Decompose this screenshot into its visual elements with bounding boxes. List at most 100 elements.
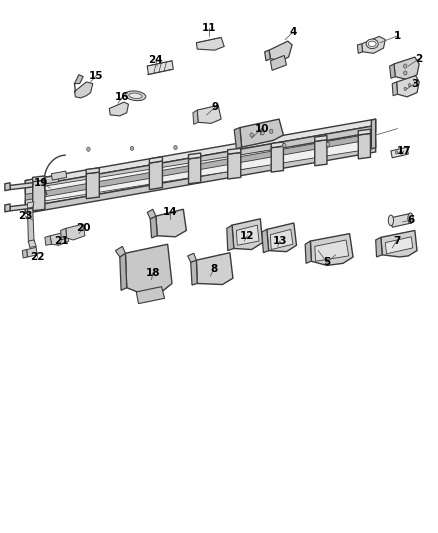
Polygon shape [10,183,33,190]
Polygon shape [271,146,283,172]
Polygon shape [396,76,419,97]
Polygon shape [390,64,395,78]
Polygon shape [391,147,408,158]
Text: 12: 12 [240,231,254,241]
Text: 21: 21 [54,236,69,246]
Polygon shape [5,204,10,212]
Text: 22: 22 [30,252,44,262]
Polygon shape [240,119,283,147]
Circle shape [403,71,407,75]
Polygon shape [33,134,371,203]
Circle shape [395,151,398,154]
Polygon shape [22,249,28,258]
Polygon shape [187,253,196,262]
Text: 20: 20 [76,223,91,233]
Polygon shape [147,209,156,219]
Polygon shape [237,225,259,245]
Text: 1: 1 [394,31,401,41]
Polygon shape [193,110,198,124]
Polygon shape [358,129,371,135]
Circle shape [404,87,406,91]
Ellipse shape [125,91,146,101]
Text: 5: 5 [323,257,331,267]
Polygon shape [385,237,413,254]
Text: 2: 2 [416,54,423,63]
Text: 6: 6 [408,215,415,225]
Polygon shape [86,172,99,199]
Polygon shape [28,240,36,247]
Text: 4: 4 [290,27,297,37]
Polygon shape [381,230,417,257]
Polygon shape [74,82,93,98]
Text: 3: 3 [411,78,418,88]
Ellipse shape [368,41,376,46]
Polygon shape [25,125,376,193]
Text: 10: 10 [254,124,269,134]
Polygon shape [191,260,197,285]
Circle shape [326,142,329,147]
Polygon shape [358,133,371,159]
Polygon shape [305,241,311,263]
Text: 8: 8 [210,264,217,274]
Polygon shape [45,236,51,245]
Text: 23: 23 [18,211,32,221]
Polygon shape [232,219,262,249]
Circle shape [130,146,134,150]
Polygon shape [234,127,242,149]
Circle shape [283,143,286,148]
Text: 7: 7 [393,236,400,246]
Circle shape [87,147,90,151]
Polygon shape [86,168,99,174]
Polygon shape [60,228,67,240]
Polygon shape [376,237,382,257]
Circle shape [174,146,177,150]
Polygon shape [362,36,385,53]
Polygon shape [110,102,128,116]
Polygon shape [196,37,224,50]
Polygon shape [315,140,327,166]
Text: 13: 13 [273,236,287,246]
Circle shape [269,129,273,133]
Polygon shape [315,240,349,261]
Polygon shape [27,247,37,257]
Polygon shape [25,139,376,207]
Polygon shape [136,287,165,304]
Polygon shape [25,133,376,200]
Polygon shape [267,223,297,252]
Polygon shape [265,50,270,61]
Polygon shape [311,233,353,265]
Polygon shape [271,142,283,148]
Polygon shape [228,148,241,154]
Polygon shape [28,202,34,208]
Polygon shape [197,106,221,123]
Polygon shape [228,152,241,179]
Polygon shape [357,44,363,53]
Circle shape [261,131,264,135]
Polygon shape [269,41,292,61]
Polygon shape [33,176,45,182]
Polygon shape [391,214,411,227]
Ellipse shape [408,213,413,223]
Polygon shape [315,135,327,141]
Ellipse shape [129,93,142,99]
Circle shape [408,84,411,87]
Polygon shape [50,232,69,245]
Circle shape [250,133,253,137]
Polygon shape [270,55,286,70]
Text: 15: 15 [89,70,103,80]
Polygon shape [66,224,85,240]
Polygon shape [5,183,10,191]
Polygon shape [371,119,376,149]
Polygon shape [188,157,201,184]
Polygon shape [120,253,127,290]
Polygon shape [51,171,67,180]
Polygon shape [149,157,162,163]
Text: 17: 17 [397,146,411,156]
Polygon shape [25,179,33,214]
Polygon shape [116,246,125,257]
Polygon shape [188,153,201,159]
Polygon shape [125,244,172,294]
Text: 11: 11 [202,23,217,33]
Text: 16: 16 [115,92,130,102]
Polygon shape [261,229,268,253]
